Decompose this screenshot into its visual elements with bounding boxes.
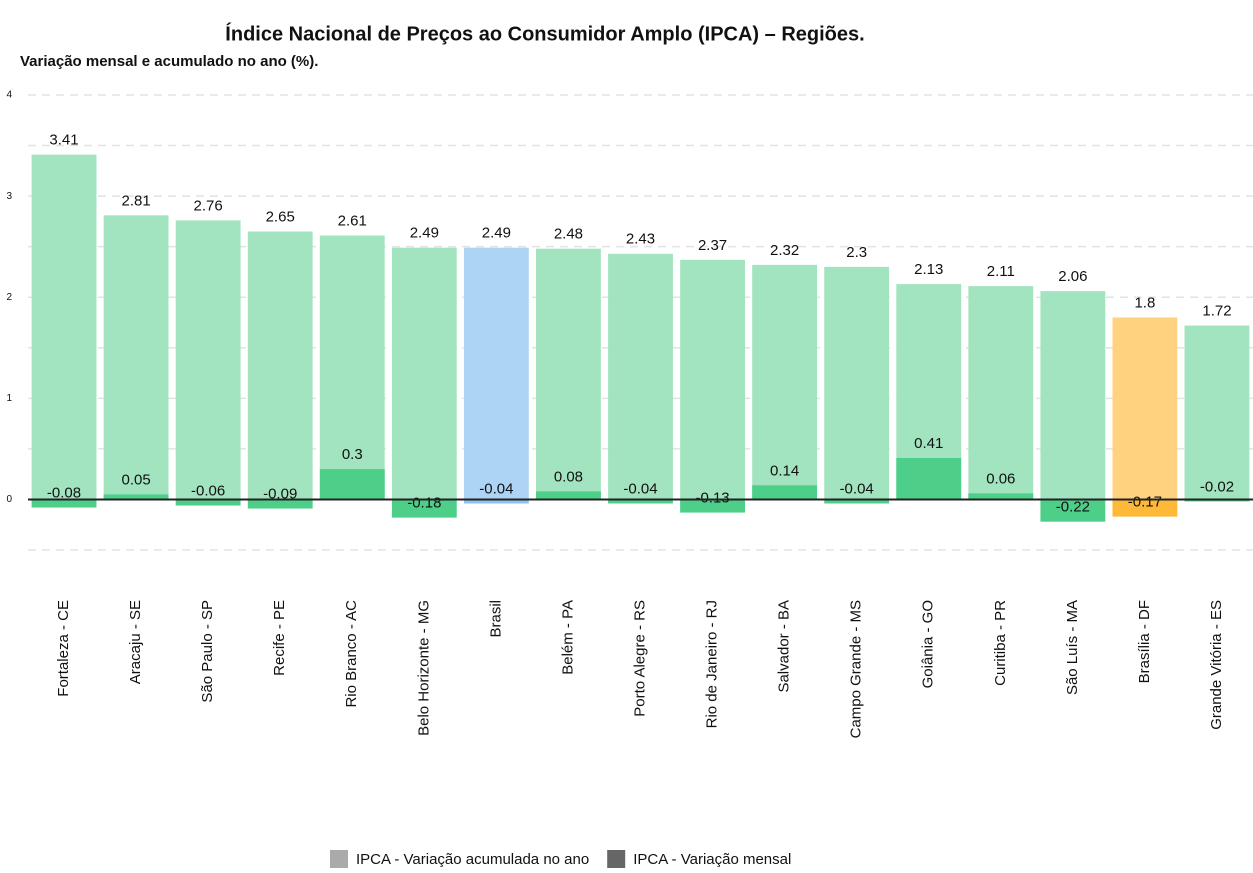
bar — [1184, 325, 1250, 500]
bar — [1184, 499, 1250, 502]
bar — [824, 266, 890, 500]
x-tick-label: Salvador - BA — [776, 600, 793, 693]
bar — [608, 499, 673, 504]
x-tick-label: Campo Grande - MS — [848, 600, 865, 738]
data-label: 2.3 — [846, 244, 867, 261]
x-tick-label: Goiânia - GO — [920, 600, 937, 688]
bar — [1112, 317, 1178, 500]
bar — [247, 231, 313, 500]
data-label: 0.14 — [770, 462, 799, 479]
bar — [175, 499, 241, 506]
bar — [968, 493, 1034, 500]
data-label: 2.37 — [698, 237, 727, 254]
x-tick-label: Brasil — [487, 600, 504, 638]
data-label: -0.08 — [47, 485, 81, 502]
y-tick-label: 4 — [6, 90, 12, 101]
bar — [968, 286, 1034, 500]
bar — [752, 485, 818, 500]
data-label: 0.05 — [121, 471, 150, 488]
x-tick-label: Rio Branco - AC — [343, 600, 360, 708]
bar — [1040, 291, 1106, 500]
bar — [463, 247, 529, 500]
y-tick-label: 2 — [6, 292, 12, 303]
bar — [103, 215, 169, 500]
data-label: 2.61 — [338, 213, 367, 230]
data-label: -0.22 — [1056, 499, 1090, 516]
data-label: 2.11 — [987, 263, 1015, 280]
x-tick-label: São Paulo - SP — [199, 600, 216, 703]
x-tick-label: Curitiba - PR — [992, 600, 1009, 686]
x-tick-label: Recife - PE — [271, 600, 288, 676]
bar — [752, 264, 818, 500]
data-label: 1.72 — [1202, 303, 1231, 320]
legend-swatch — [607, 850, 626, 868]
x-tick-label: Belém - PA — [559, 600, 576, 675]
y-tick-label: 1 — [6, 393, 12, 404]
y-tick-label: 3 — [6, 191, 12, 202]
bar — [319, 235, 385, 500]
data-label: 0.06 — [986, 470, 1015, 487]
x-tick-label: Grande Vitória - ES — [1208, 600, 1225, 730]
chart-title: Índice Nacional de Preços ao Consumidor … — [225, 22, 864, 45]
x-tick-label: São Luís - MA — [1064, 600, 1081, 695]
data-label: -0.13 — [695, 490, 729, 507]
bar — [824, 499, 890, 504]
bar — [680, 259, 745, 500]
x-tick-label: Belo Horizonte - MG — [415, 600, 432, 736]
bar — [1112, 499, 1178, 517]
bar — [31, 154, 97, 500]
bar — [319, 469, 385, 500]
bar — [247, 499, 313, 509]
data-label: -0.04 — [479, 480, 513, 497]
data-label: 0.41 — [914, 435, 943, 452]
x-tick-label: Brasília - DF — [1136, 600, 1153, 683]
data-label: 2.76 — [194, 197, 223, 214]
legend-swatch — [330, 850, 348, 868]
data-label: 2.48 — [554, 226, 583, 243]
legend-label: IPCA - Variação mensal — [633, 851, 791, 868]
data-label: -0.04 — [840, 480, 874, 497]
data-label: 0.3 — [342, 446, 363, 463]
data-label: 1.8 — [1134, 294, 1155, 311]
data-label: 2.49 — [482, 225, 511, 242]
bar — [31, 499, 97, 508]
legend-label: IPCA - Variação acumulada no ano — [356, 851, 589, 868]
x-tick-label: Rio de Janeiro - RJ — [704, 600, 721, 728]
data-label: 2.13 — [914, 261, 943, 278]
bar — [103, 494, 169, 500]
bar — [1040, 499, 1106, 522]
data-label: 3.41 — [49, 132, 78, 149]
bar — [391, 499, 457, 518]
data-label: -0.09 — [263, 486, 297, 503]
bar — [175, 220, 241, 500]
data-label: 2.06 — [1058, 268, 1087, 285]
data-label: -0.18 — [407, 495, 441, 512]
data-label: 2.65 — [266, 208, 295, 225]
bar — [536, 491, 601, 500]
chart-subtitle: Variação mensal e acumulado no ano (%). — [20, 53, 318, 70]
data-label: 2.32 — [770, 242, 799, 259]
bar — [608, 253, 673, 500]
data-label: 2.81 — [121, 192, 150, 209]
bar — [896, 457, 962, 500]
y-tick-label: 0 — [6, 494, 12, 505]
data-label: -0.02 — [1200, 478, 1234, 495]
bar — [463, 499, 529, 504]
x-tick-label: Aracaju - SE — [127, 600, 144, 684]
data-label: -0.04 — [623, 480, 657, 497]
data-label: -0.17 — [1128, 494, 1162, 511]
bar — [680, 499, 745, 513]
data-label: 0.08 — [554, 468, 583, 485]
bar — [536, 248, 601, 500]
x-tick-label: Porto Alegre - RS — [631, 600, 648, 717]
x-tick-label: Fortaleza - CE — [55, 600, 72, 697]
bar — [391, 247, 457, 500]
data-label: 2.43 — [626, 231, 655, 248]
data-label: -0.06 — [191, 482, 225, 499]
data-label: 2.49 — [410, 225, 439, 242]
